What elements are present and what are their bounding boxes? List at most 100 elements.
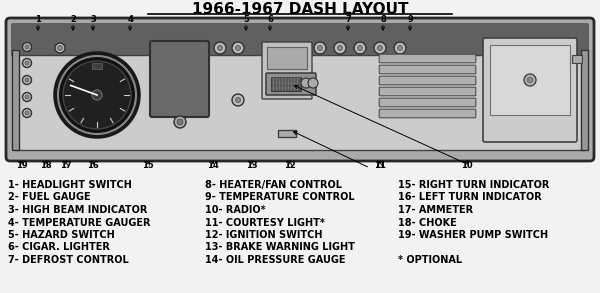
Bar: [15, 55, 585, 150]
Text: 3- HIGH BEAM INDICATOR: 3- HIGH BEAM INDICATOR: [8, 205, 148, 215]
Bar: [12, 50, 19, 150]
Circle shape: [25, 61, 29, 65]
Circle shape: [174, 116, 186, 128]
Text: 17: 17: [60, 161, 72, 171]
Text: 11: 11: [374, 161, 386, 171]
Bar: [490, 45, 570, 115]
Text: 4: 4: [127, 16, 133, 25]
Circle shape: [25, 78, 29, 82]
Circle shape: [92, 90, 102, 100]
Circle shape: [524, 74, 536, 86]
Text: 16- LEFT TURN INDICATOR: 16- LEFT TURN INDICATOR: [398, 193, 542, 202]
Bar: [572, 55, 582, 63]
Circle shape: [398, 45, 403, 50]
Text: 13- BRAKE WARNING LIGHT: 13- BRAKE WARNING LIGHT: [205, 243, 355, 253]
Text: 5- HAZARD SWITCH: 5- HAZARD SWITCH: [8, 230, 115, 240]
FancyBboxPatch shape: [379, 54, 476, 63]
Circle shape: [232, 42, 244, 54]
Text: 8- HEATER/FAN CONTROL: 8- HEATER/FAN CONTROL: [205, 180, 342, 190]
FancyBboxPatch shape: [11, 23, 589, 57]
FancyBboxPatch shape: [379, 87, 476, 96]
Text: 13: 13: [246, 161, 258, 171]
Text: 12: 12: [284, 161, 296, 171]
Text: 1: 1: [35, 16, 41, 25]
Circle shape: [25, 45, 29, 49]
Circle shape: [23, 59, 32, 67]
Circle shape: [55, 53, 139, 137]
Text: 18: 18: [40, 161, 52, 171]
Text: 7- DEFROST CONTROL: 7- DEFROST CONTROL: [8, 255, 129, 265]
Circle shape: [58, 56, 136, 134]
Circle shape: [317, 45, 323, 50]
Circle shape: [527, 77, 533, 83]
Circle shape: [314, 42, 326, 54]
FancyBboxPatch shape: [6, 18, 594, 161]
Text: 19: 19: [16, 161, 28, 171]
Text: 2: 2: [70, 16, 76, 25]
Circle shape: [58, 45, 62, 50]
FancyBboxPatch shape: [379, 109, 476, 118]
Bar: [267, 47, 307, 69]
Circle shape: [23, 93, 32, 101]
Circle shape: [235, 45, 241, 50]
Circle shape: [354, 42, 366, 54]
Circle shape: [177, 119, 183, 125]
Circle shape: [358, 45, 362, 50]
Text: 2- FUEL GAUGE: 2- FUEL GAUGE: [8, 193, 91, 202]
Circle shape: [63, 61, 131, 129]
Circle shape: [25, 111, 29, 115]
Text: 15: 15: [142, 161, 154, 171]
Text: 7: 7: [345, 16, 351, 25]
Text: 11: 11: [374, 161, 386, 171]
Text: 18- CHOKE: 18- CHOKE: [398, 217, 457, 227]
Circle shape: [235, 98, 241, 103]
Circle shape: [55, 43, 65, 53]
Text: 16: 16: [87, 161, 99, 171]
Circle shape: [308, 78, 318, 88]
Text: 14- OIL PRESSURE GAUGE: 14- OIL PRESSURE GAUGE: [205, 255, 346, 265]
Circle shape: [377, 45, 383, 50]
Bar: [581, 50, 588, 150]
Circle shape: [394, 42, 406, 54]
Circle shape: [218, 45, 223, 50]
Text: 4- TEMPERATURE GAUGER: 4- TEMPERATURE GAUGER: [8, 217, 151, 227]
Circle shape: [301, 78, 311, 88]
FancyBboxPatch shape: [379, 98, 476, 107]
Text: 1966-1967 DASH LAYOUT: 1966-1967 DASH LAYOUT: [192, 1, 408, 16]
Text: 3: 3: [90, 16, 96, 25]
Text: 1- HEADLIGHT SWITCH: 1- HEADLIGHT SWITCH: [8, 180, 132, 190]
Text: 11- COURTESY LIGHT*: 11- COURTESY LIGHT*: [205, 217, 325, 227]
Text: 6: 6: [267, 16, 273, 25]
Circle shape: [25, 95, 29, 99]
Circle shape: [337, 45, 343, 50]
Text: 10: 10: [461, 161, 473, 171]
Text: 10- RADIO*: 10- RADIO*: [205, 205, 266, 215]
Text: 9- TEMPERATURE CONTROL: 9- TEMPERATURE CONTROL: [205, 193, 355, 202]
Circle shape: [334, 42, 346, 54]
Text: 6- CIGAR. LIGHTER: 6- CIGAR. LIGHTER: [8, 243, 110, 253]
Text: * OPTIONAL: * OPTIONAL: [398, 255, 462, 265]
FancyBboxPatch shape: [379, 65, 476, 74]
Bar: [92, 63, 102, 69]
FancyBboxPatch shape: [483, 38, 577, 142]
Circle shape: [23, 76, 32, 84]
Circle shape: [23, 108, 32, 117]
FancyBboxPatch shape: [150, 41, 209, 117]
FancyBboxPatch shape: [262, 42, 312, 99]
Text: 9: 9: [407, 16, 413, 25]
Circle shape: [23, 42, 32, 52]
Text: 5: 5: [243, 16, 249, 25]
FancyBboxPatch shape: [379, 76, 476, 85]
Bar: [278, 130, 296, 137]
Circle shape: [232, 94, 244, 106]
FancyBboxPatch shape: [266, 73, 316, 95]
Circle shape: [214, 42, 226, 54]
Circle shape: [374, 42, 386, 54]
Bar: [271, 77, 301, 91]
Text: 12- IGNITION SWITCH: 12- IGNITION SWITCH: [205, 230, 323, 240]
Text: 19- WASHER PUMP SWITCH: 19- WASHER PUMP SWITCH: [398, 230, 548, 240]
Text: 8: 8: [380, 16, 386, 25]
Text: 15- RIGHT TURN INDICATOR: 15- RIGHT TURN INDICATOR: [398, 180, 550, 190]
Text: 17- AMMETER: 17- AMMETER: [398, 205, 473, 215]
Text: 14: 14: [207, 161, 219, 171]
